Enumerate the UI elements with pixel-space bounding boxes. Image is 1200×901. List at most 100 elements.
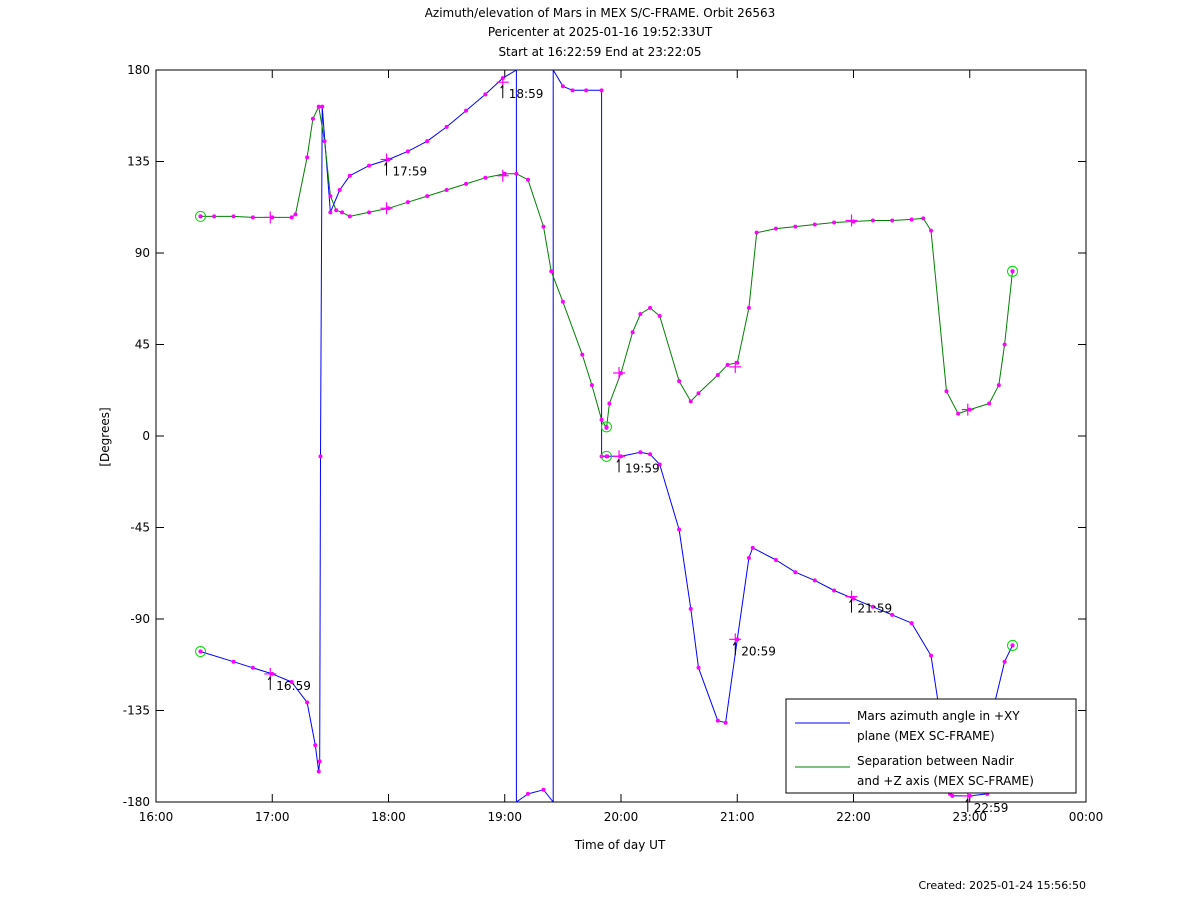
x-tick-label: 22:00	[836, 810, 871, 824]
separation-sample-dot	[996, 383, 1001, 388]
legend-label-separation-line-1: Separation between Nadir	[857, 754, 1014, 768]
separation-hour-plus	[496, 169, 509, 182]
separation-sample-dot	[725, 362, 730, 367]
y-tick-label: -45	[130, 521, 150, 535]
azimuth-sample-dot	[320, 104, 325, 109]
separation-sample-dot	[231, 214, 236, 219]
start-end-circle	[600, 421, 612, 433]
separation-sample-dot	[921, 216, 926, 221]
hour-marker-arrowhead	[849, 599, 852, 603]
hour-marker-label: 16:59	[276, 679, 311, 693]
azimuth-sample-dot	[812, 578, 817, 583]
start-end-circle	[195, 210, 207, 222]
azimuth-sample-dot	[526, 791, 530, 796]
start-end-dot	[604, 454, 609, 459]
separation-sample-dot	[630, 330, 635, 335]
separation-sample-dot	[793, 224, 798, 229]
azimuth-sample-dot	[773, 558, 778, 563]
chart-title: Azimuth/elevation of Mars in MEX S/C-FRA…	[425, 6, 776, 59]
azimuth-sample-dot	[231, 659, 236, 664]
separation-sample-dot	[580, 352, 585, 357]
azimuth-sample-dot	[688, 606, 693, 611]
separation-sample-dot	[944, 389, 949, 394]
separation-sample-dot	[514, 171, 519, 176]
series-layer	[200, 69, 1013, 803]
azimuth-sample-dot	[638, 450, 643, 455]
azimuth-sample-dot	[367, 163, 372, 168]
separation-sample-dot	[688, 399, 693, 404]
separation-sample-dot	[347, 214, 352, 219]
start-end-dot	[1010, 269, 1015, 274]
separation-sample-dot	[340, 210, 344, 215]
separation-hour-plus	[613, 366, 626, 379]
separation-sample-dot	[909, 217, 914, 222]
legend-label-azimuth-line-2: plane (MEX SC-FRAME)	[857, 729, 995, 743]
separation-sample-dot	[773, 226, 778, 231]
hour-marker-arrowhead	[732, 642, 736, 646]
separation-sample-dot	[289, 215, 294, 220]
separation-hour-plus	[845, 214, 858, 227]
separation-sample-dot	[212, 214, 217, 219]
hour-marker-label: 17:59	[393, 164, 428, 178]
separation-sample-dot	[832, 220, 837, 225]
separation-sample-dot	[293, 212, 298, 217]
start-end-dot	[604, 424, 609, 429]
azimuth-sample-dot	[316, 769, 321, 774]
azimuth-sample-dot	[832, 588, 837, 593]
start-end-circle	[600, 450, 612, 462]
azimuth-sample-dot	[337, 187, 342, 192]
azimuth-sample-dot	[313, 743, 318, 748]
separation-sample-dot	[607, 401, 612, 406]
title-line-3: Start at 16:22:59 End at 23:22:05	[498, 45, 701, 59]
x-tick-label: 23:00	[952, 810, 987, 824]
y-tick-label: -90	[130, 612, 150, 626]
azimuth-sample-dot	[950, 793, 955, 798]
separation-sample-dot	[316, 104, 321, 109]
separation-sample-dot	[334, 208, 339, 213]
azimuth-sample-dot	[318, 454, 323, 459]
hour-marker-arrowhead	[384, 162, 387, 166]
y-tick-label: 90	[135, 246, 150, 260]
title-line-2: Pericenter at 2025-01-16 19:52:33UT	[488, 25, 713, 39]
y-axis: 180 135 90 45 0 -45 -90 -135 -180	[123, 63, 1086, 809]
start-end-circle	[1007, 265, 1019, 277]
hour-marker-arrowhead	[965, 798, 969, 803]
x-tick-label: 20:00	[604, 810, 639, 824]
separation-hour-plus	[264, 211, 277, 224]
legend-label-separation-line-2: and +Z axis (MEX SC-FRAME)	[857, 774, 1034, 788]
created-footer: Created: 2025-01-24 15:56:50	[918, 879, 1086, 892]
azimuth-sample-dot	[584, 88, 589, 93]
x-axis: 16:00 17:00 18:00 19:00 20:00 21:00 22:00 23:00…	[139, 70, 1103, 824]
separation-sample-dot	[328, 194, 333, 199]
separation-sample-dot	[754, 230, 759, 235]
y-tick-label: -135	[123, 704, 150, 718]
separation-sample-dot	[812, 222, 817, 227]
azimuth-sample-dot	[305, 700, 310, 705]
separation-sample-dot	[648, 305, 653, 310]
azimuth-sample-dot	[696, 665, 701, 670]
azimuth-sample-dot	[317, 759, 322, 764]
separation-sample-dot	[502, 171, 507, 176]
separation-sample-dot	[483, 175, 488, 180]
separation-sample-dot	[696, 391, 701, 396]
hour-marker-label: 21:59	[858, 602, 893, 616]
separation-sample-dot	[250, 215, 255, 220]
azimuth-sample-dot	[746, 556, 751, 560]
start-end-dot	[198, 214, 203, 219]
azimuth-sample-dot	[677, 527, 682, 532]
separation-sample-dot	[405, 200, 410, 205]
hour-marker-label: 22:59	[974, 801, 1009, 815]
y-tick-label: 0	[142, 429, 150, 443]
azimuth-sample-dot	[870, 604, 875, 609]
separation-sample-dot	[1002, 342, 1007, 347]
separation-sample-dot	[526, 177, 530, 182]
azimuth-sample-dot	[483, 92, 488, 97]
separation-sample-dot	[541, 224, 546, 229]
separation-sample-dot	[870, 218, 875, 223]
azimuth-sample-dot	[909, 621, 914, 626]
separation-hour-plus	[380, 202, 393, 215]
azimuth-sample-dot	[599, 88, 604, 93]
separation-sample-dot	[677, 379, 682, 384]
separation-sample-dot	[322, 139, 327, 144]
